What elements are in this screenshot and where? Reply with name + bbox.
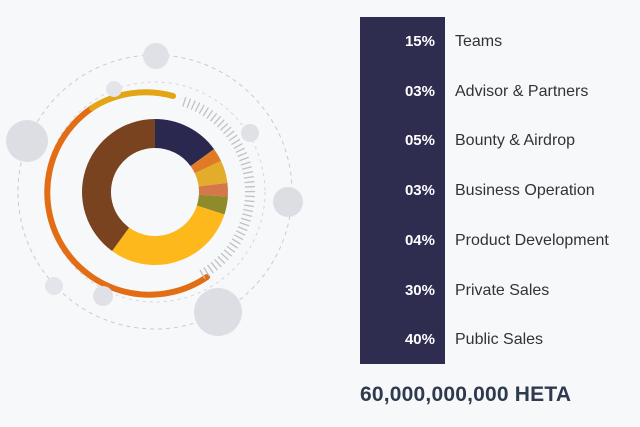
tick-mark [203,267,210,277]
legend-percentage: 04% [404,231,435,249]
bubble-bottom-left [45,277,63,295]
tick-mark [214,258,222,268]
tick-mark [231,238,241,245]
orange-arc [44,105,210,298]
tick-mark [228,134,238,142]
legend-label: Bounty & Airdrop [455,132,576,150]
tick-mark [190,100,196,110]
tick-mark [202,107,210,117]
bubble-left [6,120,48,162]
tick-mark [240,161,251,166]
legend-percentage: 05% [404,132,435,150]
donut-slice-4 [196,194,228,215]
tick-mark [210,112,218,122]
tick-mark [207,264,214,274]
legend-label: Business Operation [455,182,595,200]
legend-row: 15% Teams [360,27,640,57]
tick-mark [235,147,246,154]
legend-row: 03% Advisor & Partners [360,77,640,107]
tick-mark [182,96,187,107]
bubble-right [273,187,303,217]
tick-mark [229,242,239,249]
tick-mark [242,171,254,175]
legend-label: Public Sales [455,331,544,349]
donut-slice-1 [190,149,222,174]
legend-row: 40% Public Sales [360,325,640,355]
tick-mark [223,126,232,135]
legend-label: Private Sales [455,281,550,299]
percentage-bar [360,17,445,364]
tick-mark [226,245,236,253]
tick-mark [237,226,248,232]
donut-slice-6 [82,119,155,252]
tick-mark [239,156,249,162]
tick-mark [233,143,243,149]
tick-mark [223,249,233,257]
legend-row: 04% Product Development [360,226,640,256]
legend-label: Advisor & Partners [455,82,589,100]
legend-percentage: 30% [404,281,435,299]
bubble-bottom [194,288,242,336]
bubble-top-small [106,81,122,97]
tick-mark [239,221,250,227]
donut-slice-0 [155,119,215,167]
tick-mark [210,261,218,271]
legend-percentage: 15% [404,33,435,50]
tick-mark [244,199,255,203]
donut-slice-3 [198,182,229,197]
tick-mark [225,130,235,138]
tick-mark [194,102,201,112]
tick-arc [182,96,256,279]
token-distribution-donut [6,43,303,336]
legend-row: 05% Bounty & Airdrop [360,126,640,156]
tick-mark [213,116,222,125]
tick-mark [198,104,205,114]
tick-mark [220,252,229,261]
tick-mark [199,269,206,279]
legend-percentage: 40% [404,331,435,349]
legend-row: 30% Private Sales [360,276,640,306]
legend-label: Product Development [455,231,609,249]
tick-mark [243,208,254,213]
legend-row: 03% Business Operation [360,176,640,206]
decorative-rings [6,43,303,336]
bubble-bottom-left-2 [93,286,113,306]
tick-mark [240,217,251,222]
bubble-right-upper [241,124,259,142]
tick-mark [243,175,254,179]
bubble-top [143,43,169,69]
tick-mark [206,109,214,119]
donut-slice-5 [112,205,225,265]
tick-mark [243,204,255,208]
donut-slice-2 [194,160,228,187]
legend-percentage: 03% [404,82,435,100]
tick-mark [220,122,229,131]
tick-mark [217,255,226,264]
gold-arc [89,89,176,111]
tick-mark [244,180,255,184]
tick-mark [231,138,241,146]
legend-label: Teams [455,33,503,50]
tick-mark [242,213,253,217]
tick-mark [244,185,255,188]
tick-mark [216,119,225,128]
tick-mark [237,151,248,158]
tick-mark [186,98,192,109]
donut-slices [82,119,229,265]
tick-mark [233,234,244,241]
tick-mark [235,230,246,236]
total-supply: 60,000,000,000 HETA [360,383,572,406]
tick-mark [241,166,252,170]
legend-percentage: 03% [404,182,435,200]
